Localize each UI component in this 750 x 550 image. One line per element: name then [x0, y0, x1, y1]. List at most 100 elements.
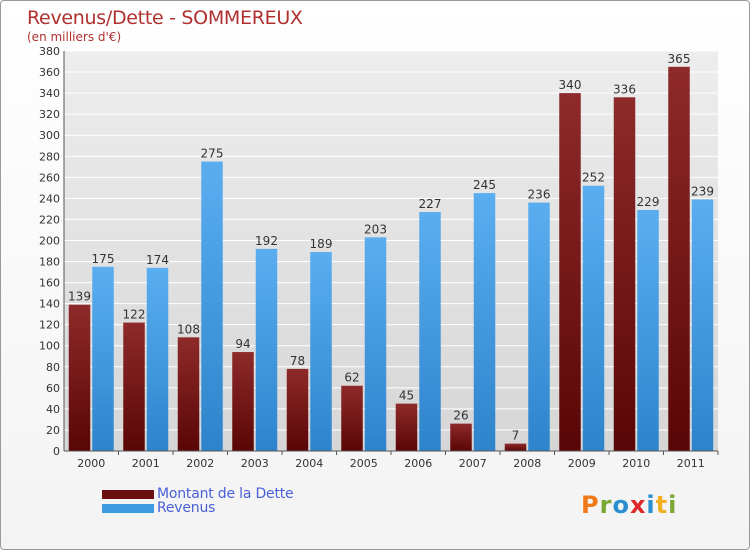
data-label: 45	[399, 389, 414, 403]
bar-debt	[123, 322, 145, 451]
x-tick-label: 2005	[350, 457, 378, 470]
bar-debt	[450, 423, 472, 451]
bar-revenus	[419, 212, 441, 451]
data-label: 122	[123, 308, 146, 322]
y-tick-label: 340	[39, 87, 60, 100]
chart-title: Revenus/Dette - SOMMEREUX	[27, 7, 303, 29]
logo-letter: x	[629, 491, 647, 519]
y-tick-label: 280	[39, 150, 60, 163]
y-tick-label: 300	[39, 129, 60, 142]
bar-debt	[668, 66, 690, 451]
data-label: 175	[92, 252, 115, 266]
logo-letter: o	[612, 491, 630, 519]
chart-subtitle: (en milliers d'€)	[27, 30, 122, 44]
data-label: 227	[419, 197, 442, 211]
y-tick-label: 180	[39, 256, 60, 269]
data-label: 78	[290, 354, 305, 368]
data-label: 192	[255, 234, 278, 248]
bars-layer	[68, 66, 714, 452]
data-label: 236	[528, 188, 551, 202]
bar-debt	[232, 352, 254, 451]
data-label: 336	[613, 82, 636, 96]
data-label: 365	[668, 52, 691, 66]
x-tick-label: 2009	[568, 457, 596, 470]
legend-label-debt: Montant de la Dette	[157, 486, 294, 502]
logo-letter: t	[655, 491, 669, 519]
y-tick-label: 40	[46, 403, 60, 416]
x-tick-label: 2003	[241, 457, 269, 470]
labels-layer: 139 175 122 174 108 275 94 192 78 189 62 203 45 227 26…	[68, 52, 714, 443]
y-tick-label: 320	[39, 108, 60, 121]
y-tick-label: 0	[53, 445, 60, 458]
data-label: 203	[364, 222, 387, 236]
logo-letter: r	[599, 491, 613, 519]
data-label: 108	[177, 322, 200, 336]
x-tick-label: 2008	[513, 457, 541, 470]
y-tick-label: 100	[39, 340, 60, 353]
y-tick-label: 240	[39, 192, 60, 205]
x-tick-label: 2000	[77, 457, 105, 470]
x-tick-label: 2007	[459, 457, 487, 470]
data-label: 174	[146, 253, 169, 267]
bar-revenus	[92, 266, 114, 451]
data-label: 7	[512, 429, 520, 443]
x-tick-label: 2006	[404, 457, 432, 470]
bar-revenus	[310, 252, 332, 451]
bar-revenus	[473, 193, 496, 451]
bar-debt	[613, 97, 636, 451]
y-tick-label: 60	[46, 382, 60, 395]
x-tick-label: 2010	[622, 457, 650, 470]
y-tick-label: 120	[39, 319, 60, 332]
y-tick-label: 260	[39, 171, 60, 184]
bar-debt	[68, 304, 91, 451]
legend-swatch-revenus	[102, 504, 154, 513]
data-label: 275	[201, 147, 224, 161]
y-tick-label: 380	[39, 45, 60, 58]
data-label: 245	[473, 178, 496, 192]
logo-letter: i	[668, 491, 678, 519]
bar-revenus	[582, 185, 605, 451]
bar-debt	[341, 385, 363, 451]
bar-revenus	[146, 267, 169, 451]
bar-revenus	[637, 209, 659, 451]
grid-layer	[64, 50, 718, 431]
legend-swatch-debt	[102, 490, 154, 499]
logo-letter: P	[581, 491, 600, 519]
data-label: 229	[637, 195, 660, 209]
bar-revenus	[528, 202, 550, 451]
plot-area	[64, 51, 718, 451]
y-tick-label: 220	[39, 213, 60, 226]
data-label: 26	[453, 409, 468, 423]
x-tick-label: 2002	[186, 457, 214, 470]
data-label: 252	[582, 171, 605, 185]
y-tick-label: 200	[39, 234, 60, 247]
data-label: 239	[691, 184, 714, 198]
bar-revenus	[201, 161, 223, 452]
axes-layer: 0 20 40 60 80 100 120 140 160 180 200 220 240 260 280 3…	[39, 45, 719, 470]
bar-revenus	[364, 237, 387, 451]
bar-debt	[177, 337, 200, 451]
x-tick-label: 2001	[132, 457, 160, 470]
y-tick-label: 80	[46, 361, 60, 374]
y-tick-label: 20	[46, 424, 60, 437]
bar-revenus	[255, 248, 278, 451]
data-label: 189	[310, 237, 333, 251]
bar-debt	[504, 443, 527, 451]
data-label: 62	[344, 371, 359, 385]
legend-label-revenus: Revenus	[157, 500, 216, 516]
bar-revenus	[691, 199, 714, 451]
bar-debt	[286, 368, 309, 451]
data-label: 94	[235, 337, 250, 351]
y-tick-label: 160	[39, 277, 60, 290]
bar-debt	[395, 403, 418, 451]
data-label: 139	[68, 290, 91, 304]
bar-debt	[559, 93, 581, 452]
y-tick-label: 140	[39, 298, 60, 311]
proxiti-logo: Proxiti	[581, 491, 677, 519]
data-label: 340	[559, 78, 582, 92]
logo-letter: i	[646, 491, 656, 519]
x-tick-label: 2011	[677, 457, 705, 470]
y-tick-label: 360	[39, 66, 60, 79]
